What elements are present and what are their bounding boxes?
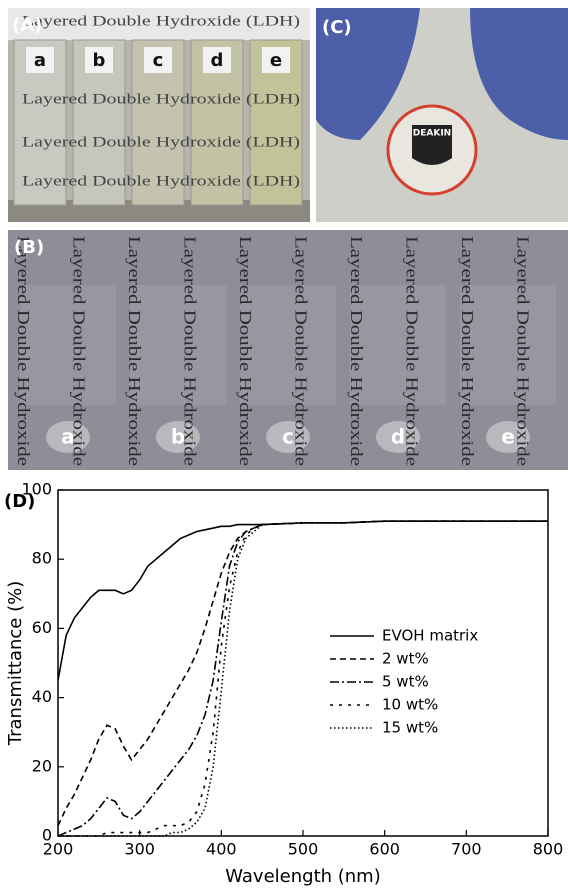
x-tick-label: 700 bbox=[451, 840, 482, 859]
photo-text: Layered Double Hydroxide bbox=[14, 236, 33, 466]
legend-label: 5 wt% bbox=[382, 673, 429, 691]
photo-text: Layered Double Hydroxide bbox=[125, 236, 144, 466]
y-tick-label: 60 bbox=[32, 618, 52, 637]
logo-shield bbox=[412, 125, 452, 165]
vial-tag bbox=[85, 47, 113, 73]
y-tick-label: 20 bbox=[32, 756, 52, 775]
x-tick-label: 600 bbox=[369, 840, 400, 859]
film-label: a bbox=[61, 425, 75, 449]
y-axis-label: Transmittance (%) bbox=[5, 581, 26, 747]
legend-label: EVOH matrix bbox=[382, 627, 478, 645]
film-label: d bbox=[391, 425, 405, 449]
photo-text: Layered Double Hydroxide bbox=[181, 236, 200, 466]
photo-text: Layered Double Hydroxide bbox=[514, 236, 533, 466]
panel-c-photo bbox=[316, 8, 568, 222]
vial-label: c bbox=[153, 50, 164, 71]
data-line bbox=[57, 520, 548, 826]
photo-text: Layered Double Hydroxide (LDH) bbox=[22, 134, 300, 150]
vial-label: b bbox=[93, 50, 106, 71]
vial-label: e bbox=[270, 50, 282, 71]
legend-label: 10 wt% bbox=[382, 696, 438, 714]
x-tick-label: 500 bbox=[288, 840, 319, 859]
photo-background bbox=[8, 8, 310, 40]
legend-label: 15 wt% bbox=[382, 719, 438, 737]
vial-tag bbox=[26, 47, 54, 73]
photo-text: Layered Double Hydroxide bbox=[70, 236, 89, 466]
panel-label: (D) bbox=[4, 491, 35, 512]
logo-text: DEAKIN bbox=[413, 129, 451, 139]
x-tick-label: 400 bbox=[206, 840, 237, 859]
film bbox=[20, 285, 116, 405]
vial-tag bbox=[262, 47, 290, 73]
film bbox=[460, 285, 556, 405]
data-line bbox=[58, 520, 548, 837]
photo-text: Layered Double Hydroxide bbox=[236, 236, 255, 466]
panel-label: (A) bbox=[12, 15, 42, 36]
film-tag bbox=[266, 421, 310, 453]
vial-tag bbox=[203, 47, 231, 73]
vial-tag bbox=[144, 47, 172, 73]
photo-text: Layered Double Hydroxide (LDH) bbox=[22, 91, 300, 107]
film-label: c bbox=[282, 425, 294, 449]
photo-text: Layered Double Hydroxide (LDH) bbox=[22, 13, 300, 29]
photo-text: Layered Double Hydroxide (LDH) bbox=[22, 173, 300, 189]
film bbox=[130, 285, 226, 405]
y-tick-label: 100 bbox=[21, 480, 52, 499]
plot-frame bbox=[57, 489, 549, 837]
data-line bbox=[58, 520, 548, 837]
y-tick-label: 0 bbox=[42, 826, 52, 845]
film-tag bbox=[486, 421, 530, 453]
data-line bbox=[57, 520, 548, 837]
photo-text: Layered Double Hydroxide bbox=[403, 236, 422, 466]
legend-label: 2 wt% bbox=[382, 650, 429, 668]
y-tick-label: 40 bbox=[32, 687, 52, 706]
data-line bbox=[57, 520, 548, 681]
panel-label: (C) bbox=[322, 17, 352, 38]
vial bbox=[13, 39, 67, 206]
film-tag bbox=[376, 421, 420, 453]
glove bbox=[316, 8, 420, 140]
film-tag bbox=[156, 421, 200, 453]
glove bbox=[470, 8, 568, 140]
x-tick-label: 800 bbox=[533, 840, 564, 859]
film-tag bbox=[46, 421, 90, 453]
x-axis-label: Wavelength (nm) bbox=[225, 866, 381, 887]
chart: 200 300 400 500 600 700 800 0 20 40 60 80 100 Wavelen… bbox=[4, 480, 563, 888]
y-tick-label: 80 bbox=[32, 549, 52, 568]
film-label: e bbox=[501, 425, 515, 449]
photo-text: Layered Double Hydroxide bbox=[458, 236, 477, 466]
film bbox=[350, 285, 446, 405]
x-tick-label: 300 bbox=[124, 840, 155, 859]
photo-labels: a b c d e Layered Double Hydroxide (LDH) Layer… bbox=[12, 13, 556, 466]
film-label: b bbox=[171, 425, 185, 449]
vial-label: a bbox=[34, 50, 46, 71]
vial-label: d bbox=[211, 50, 224, 71]
photo-text: Layered Double Hydroxide bbox=[292, 236, 311, 466]
photo-text: Layered Double Hydroxide bbox=[347, 236, 366, 466]
x-tick-label: 200 bbox=[43, 840, 74, 859]
film bbox=[240, 285, 336, 405]
panel-label: (B) bbox=[14, 237, 44, 258]
